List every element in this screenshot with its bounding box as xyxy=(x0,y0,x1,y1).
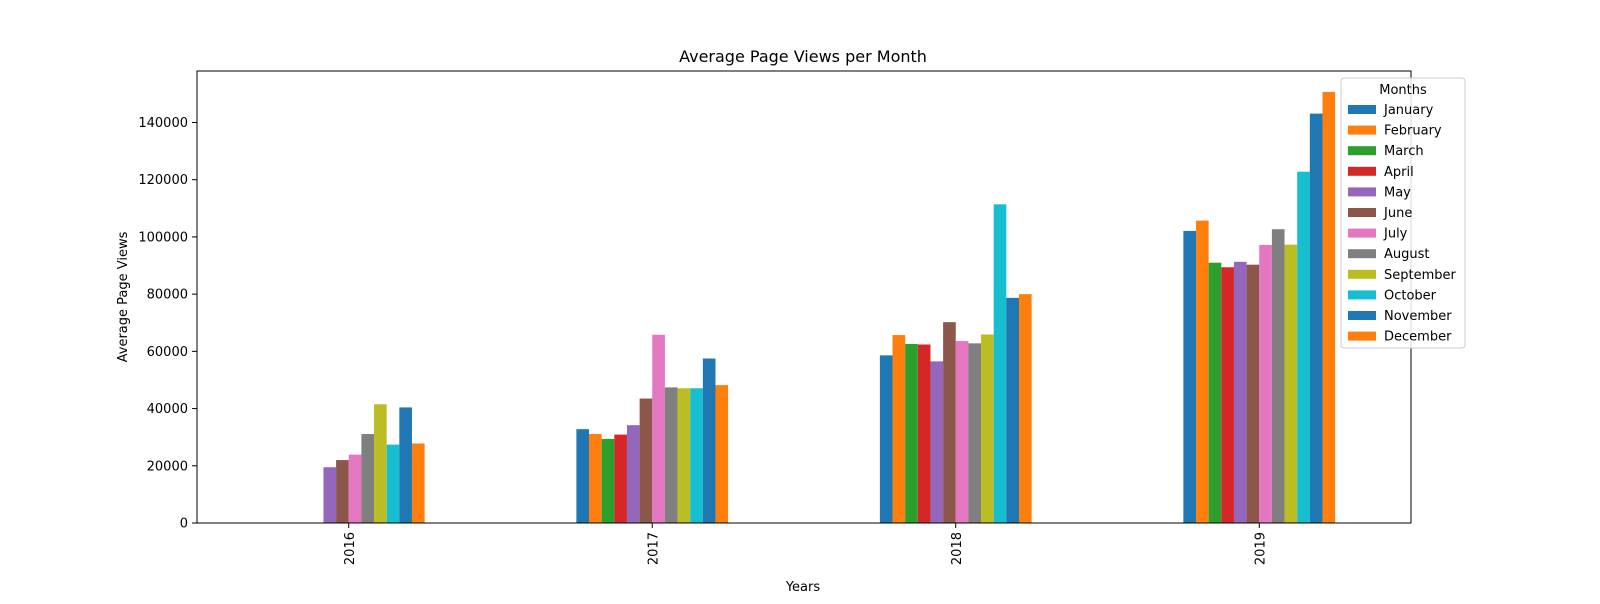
y-tick-label: 140000 xyxy=(138,116,188,131)
bar xyxy=(1297,171,1310,523)
legend-entry: September xyxy=(1384,268,1457,283)
bar xyxy=(702,358,716,523)
bar xyxy=(905,343,918,523)
bar xyxy=(892,335,906,523)
legend-swatch xyxy=(1348,228,1376,238)
chart-title: Average Page Views per Month xyxy=(679,47,927,66)
legend-swatch xyxy=(1348,331,1376,341)
bar xyxy=(1259,244,1272,523)
bar xyxy=(1233,261,1247,523)
bar xyxy=(652,334,665,523)
legend-entry: June xyxy=(1383,206,1412,221)
bar xyxy=(690,388,703,523)
bar xyxy=(411,443,425,523)
x-tick-label: 2018 xyxy=(950,532,965,565)
bar xyxy=(981,334,994,523)
bar xyxy=(348,454,362,523)
y-tick-label: 40000 xyxy=(147,402,188,417)
bar xyxy=(1271,229,1285,523)
bars-group xyxy=(323,91,1336,524)
bar xyxy=(879,355,893,523)
x-axis: 2016 2017 2018 2019 xyxy=(343,523,1268,565)
bar xyxy=(386,444,400,523)
legend-box xyxy=(1340,77,1466,349)
bar xyxy=(968,343,982,523)
legend-swatch xyxy=(1348,208,1376,217)
bar xyxy=(601,438,615,523)
legend-entry: January xyxy=(1383,103,1434,118)
bar xyxy=(943,322,956,523)
legend-swatch xyxy=(1348,249,1376,259)
x-tick-label: 2017 xyxy=(646,532,661,565)
bar xyxy=(664,387,678,523)
y-axis-label: Average Page Views xyxy=(116,231,131,362)
legend-swatch xyxy=(1348,311,1376,320)
bar xyxy=(399,407,412,523)
legend-entry: February xyxy=(1384,124,1442,139)
y-tick-label: 20000 xyxy=(147,459,188,474)
legend-title: Months xyxy=(1379,83,1427,98)
bar xyxy=(614,434,627,523)
bar xyxy=(1221,267,1234,523)
bar xyxy=(1006,297,1019,523)
bar xyxy=(576,429,590,523)
bar xyxy=(323,467,337,523)
bar xyxy=(955,341,969,523)
bar xyxy=(1246,264,1260,523)
legend-swatch xyxy=(1348,105,1376,114)
y-tick-label: 120000 xyxy=(138,173,188,188)
legend-swatch xyxy=(1348,290,1376,300)
x-tick-label: 2019 xyxy=(1253,532,1268,565)
legend-entry: October xyxy=(1384,288,1437,303)
bar xyxy=(626,425,640,523)
bar xyxy=(374,404,387,523)
legend-entry: May xyxy=(1384,185,1411,200)
legend-swatch xyxy=(1348,269,1376,279)
bar xyxy=(1322,91,1336,523)
bar xyxy=(917,344,931,523)
y-axis: 0 20000 40000 60000 80000 100000 120000 140000 xyxy=(138,116,197,532)
y-tick-label: 100000 xyxy=(138,230,188,245)
bar xyxy=(715,385,729,523)
bar xyxy=(1208,262,1222,523)
bar xyxy=(1309,113,1323,524)
bar xyxy=(1183,230,1197,524)
legend-entry: November xyxy=(1384,309,1452,324)
bar xyxy=(336,460,349,523)
legend-entry: July xyxy=(1383,227,1408,242)
x-axis-label: Years xyxy=(785,580,821,595)
bar xyxy=(1018,294,1032,523)
y-tick-label: 60000 xyxy=(147,345,188,360)
bar xyxy=(639,398,653,523)
y-tick-label: 80000 xyxy=(147,288,188,303)
legend: Months January February March April May June Ju… xyxy=(1340,77,1466,349)
legend-swatch xyxy=(1348,166,1376,176)
legend-entry: April xyxy=(1384,165,1414,180)
legend-entry: August xyxy=(1384,247,1430,262)
legend-entry: December xyxy=(1384,330,1452,345)
bar xyxy=(1284,244,1298,523)
bar xyxy=(1196,220,1209,523)
legend-swatch xyxy=(1348,125,1376,135)
legend-swatch xyxy=(1348,187,1376,197)
x-tick-label: 2016 xyxy=(343,532,358,565)
bar xyxy=(361,434,375,523)
legend-swatch xyxy=(1348,146,1376,156)
legend-entry: March xyxy=(1384,144,1424,159)
bar xyxy=(589,434,602,523)
y-tick-label: 0 xyxy=(180,517,188,532)
bar xyxy=(993,204,1007,523)
bar xyxy=(677,388,691,523)
bar xyxy=(930,361,944,523)
